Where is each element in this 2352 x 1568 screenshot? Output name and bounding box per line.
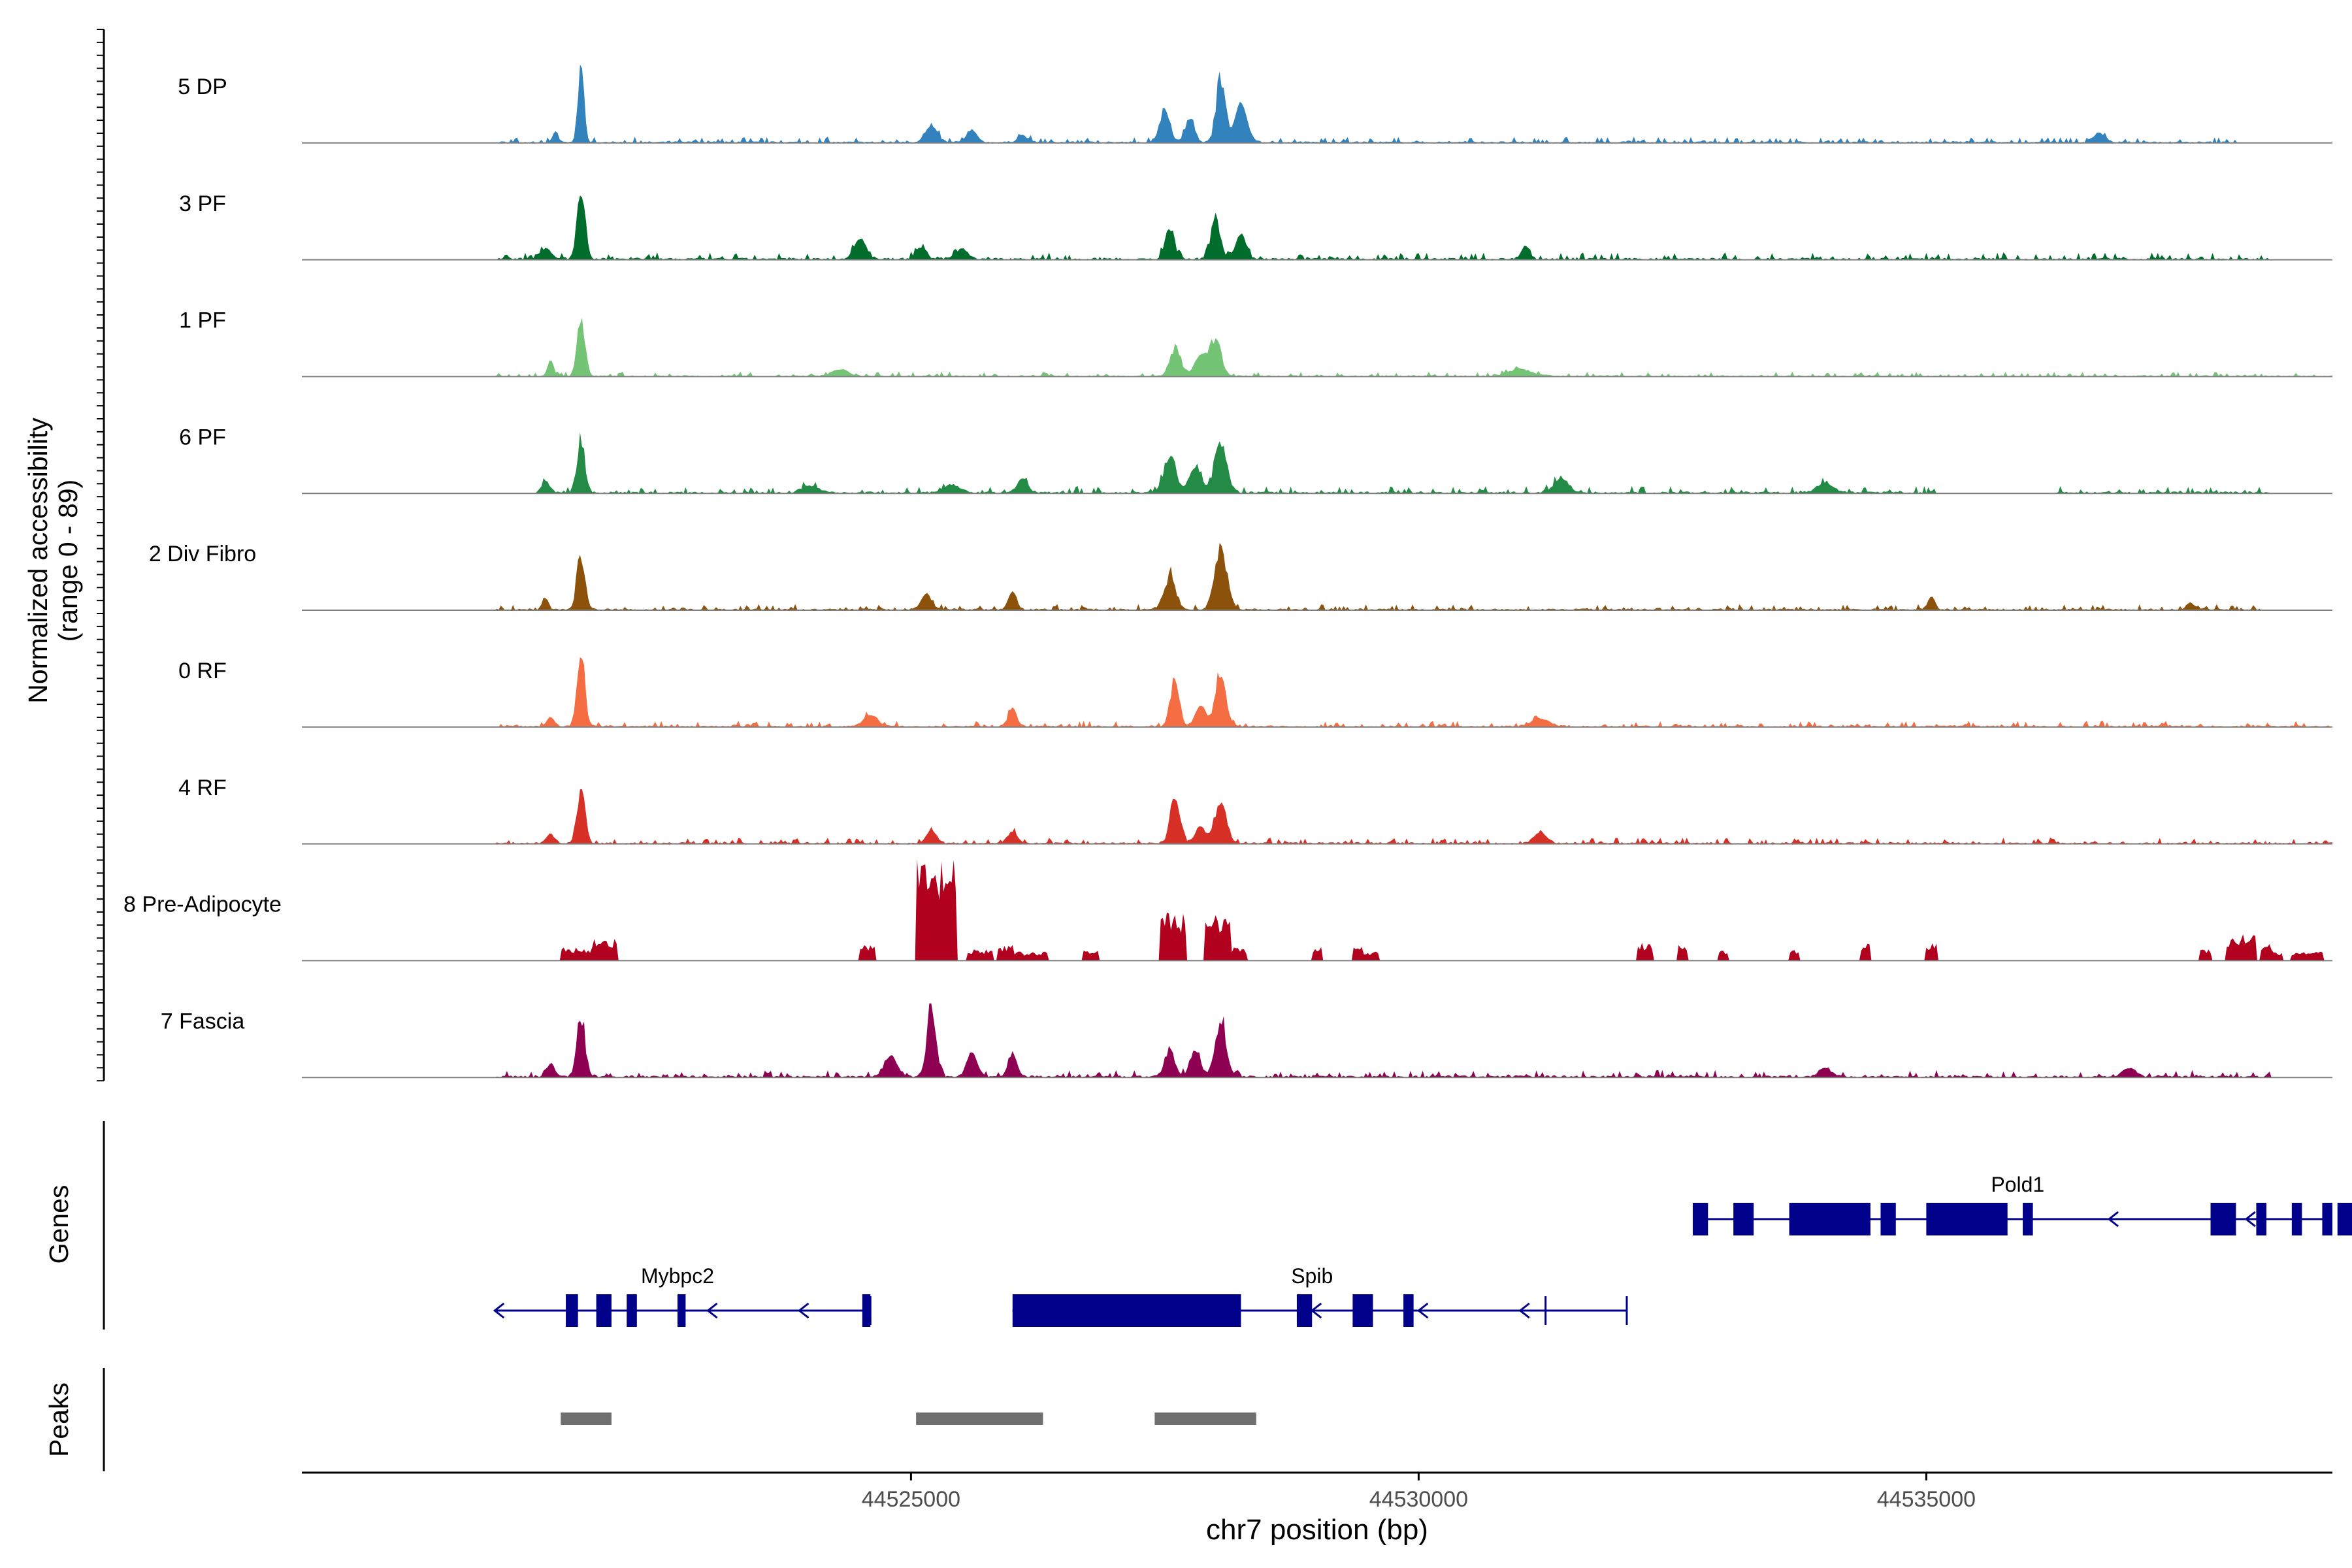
track-label-5-dp: 5 DP <box>178 74 227 99</box>
gene-pold1: Pold1 <box>1692 1173 2352 1235</box>
gene-exon <box>1926 1203 2008 1235</box>
track-label-0-rf: 0 RF <box>178 659 227 683</box>
gene-mybpc2: Mybpc2 <box>493 1264 872 1327</box>
x-tick-label: 44530000 <box>1369 1487 1468 1512</box>
gene-label-spib: Spib <box>1291 1264 1333 1288</box>
peak-region <box>916 1413 1043 1425</box>
coverage-area-5-dp <box>403 64 2333 143</box>
peak-region <box>1154 1413 1256 1425</box>
coverage-area-1-pf <box>403 318 2333 377</box>
track-label-1-pf: 1 PF <box>179 308 226 333</box>
track-0-rf: 0 RF <box>178 657 2333 728</box>
gene-spib: Spib <box>1012 1264 1628 1327</box>
gene-exon <box>1403 1294 1414 1327</box>
gene-exon <box>1880 1203 1896 1235</box>
track-label-8-pre-adipocyte: 8 Pre-Adipocyte <box>123 892 282 917</box>
track-2-div-fibro: 2 Div Fibro <box>149 542 2333 611</box>
gene-exon <box>2023 1203 2033 1235</box>
strand-arrow <box>2244 1211 2256 1228</box>
gene-exon <box>1733 1203 1754 1235</box>
coverage-area-0-rf <box>403 657 2333 727</box>
strand-arrow <box>2107 1211 2119 1228</box>
strand-arrow <box>493 1302 505 1319</box>
coverage-area-6-pf <box>403 432 2333 494</box>
strand-arrow <box>706 1302 718 1319</box>
gene-exon <box>2210 1203 2236 1235</box>
coverage-area-2-div-fibro <box>403 542 2333 610</box>
track-1-pf: 1 PF <box>179 308 2333 378</box>
peaks-panel <box>561 1413 1256 1425</box>
strand-arrow <box>798 1302 809 1319</box>
gene-exon <box>596 1294 612 1327</box>
genes-panel-label: Genes <box>44 1185 74 1264</box>
x-tick-label: 44535000 <box>1877 1487 1976 1512</box>
track-4-rf: 4 RF <box>178 776 2333 845</box>
gene-label-pold1: Pold1 <box>1991 1173 2044 1196</box>
coverage-y-axis <box>97 29 105 1082</box>
gene-exon <box>1692 1203 1708 1235</box>
gene-exon <box>1296 1294 1313 1327</box>
track-label-3-pf: 3 PF <box>179 191 226 216</box>
coverage-area-3-pf <box>403 195 2333 260</box>
gene-exon <box>1012 1294 1241 1327</box>
gene-exon <box>1789 1203 1870 1235</box>
track-8-pre-adipocyte: 8 Pre-Adipocyte <box>123 858 2333 962</box>
gene-exon <box>627 1294 637 1327</box>
gene-exon <box>2256 1203 2266 1235</box>
gene-exon <box>677 1294 686 1327</box>
track-label-6-pf: 6 PF <box>179 425 226 449</box>
track-5-dp: 5 DP <box>178 64 2333 144</box>
gene-exon <box>566 1294 578 1327</box>
y-axis-label: Normalized accessibility <box>23 417 53 704</box>
y-axis-range-label: (range 0 - 89) <box>53 480 83 642</box>
gene-exon <box>862 1294 871 1327</box>
track-7-fascia: 7 Fascia <box>161 1003 2333 1079</box>
gene-exon <box>2337 1203 2352 1235</box>
peaks-panel-label: Peaks <box>44 1382 74 1457</box>
gene-label-mybpc2: Mybpc2 <box>641 1264 714 1288</box>
x-axis-ticks: 44525000 44530000 44535000 <box>862 1473 1976 1512</box>
track-3-pf: 3 PF <box>179 191 2333 261</box>
strand-arrow <box>1416 1302 1429 1319</box>
track-6-pf: 6 PF <box>179 425 2333 495</box>
coverage-tracks: 5 DP 3 PF 1 PF 6 PF 2 Div Fibro 0 RF 4 RF 8 Pre… <box>123 64 2333 1079</box>
strand-arrow <box>1310 1302 1322 1319</box>
track-label-7-fascia: 7 Fascia <box>161 1009 245 1034</box>
strand-arrow <box>1518 1302 1530 1319</box>
peak-region <box>561 1413 612 1425</box>
x-tick-label: 44525000 <box>862 1487 960 1512</box>
gene-exon <box>1352 1294 1373 1327</box>
coverage-area-7-fascia <box>403 1003 2333 1078</box>
track-label-4-rf: 4 RF <box>178 776 227 800</box>
track-label-2-div-fibro: 2 Div Fibro <box>149 542 256 566</box>
coverage-area-8-pre-adipocyte <box>403 858 2333 961</box>
x-axis-label: chr7 position (bp) <box>1206 1514 1428 1546</box>
gene-exon <box>2291 1203 2302 1235</box>
coverage-area-4-rf <box>403 789 2333 844</box>
genes-panel: Mybpc2 Spib Pold1 <box>493 1173 2352 1327</box>
